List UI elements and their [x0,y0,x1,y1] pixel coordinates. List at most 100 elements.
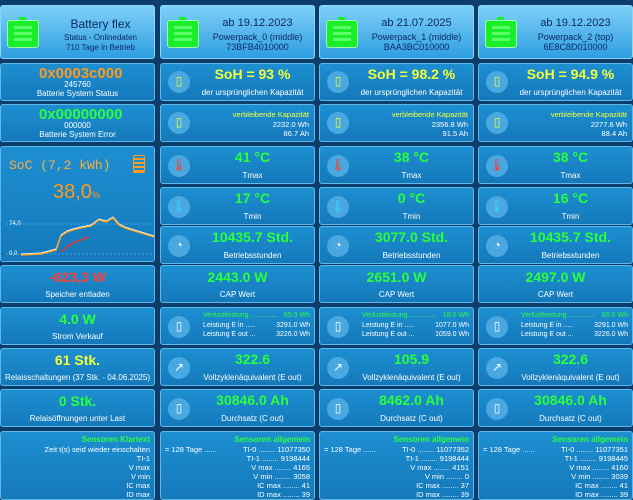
pack0-sens-right-4: IC max ........ 41 [257,481,310,490]
pack0-battery-clock-icon: ◔ [168,235,190,257]
header-battery-flex: Battery flex Status - Onlinedaten 710 Ta… [0,5,155,59]
pack1-capw-label: CAP Wert [378,290,415,299]
pack1-tmin: 0 °C [397,190,426,206]
pack2-battery-clock-icon: ◔ [486,235,508,257]
relay-open-label: Relaisöffnungen unter Last [29,414,126,423]
pack0-cap-wh: 2232.0 Wh [272,120,309,129]
pack2-thermometer-hot-icon: 🌡 [486,155,508,177]
pack0-cap-icon: ▯ [168,112,190,134]
pack0-tmax-label: Tmax [242,171,263,180]
pack2-sens-left-0: = 128 Tage ...... [483,445,535,454]
pack0-durch-tile: ▯ 30846.0 Ah Durchsatz (C out) [160,389,315,427]
pack1-loss-tile: ▯ Verlustleistung .............. 18.0 Wh Le… [319,307,474,345]
power-value: -623,3 W [49,269,106,285]
pack0-sens-right-2: V max ........ 4165 [251,463,310,472]
pack1-soh-icon: ▯ [327,71,349,93]
pack2-soh-tile: ▯ SoH = 94.9 % der ursprünglichen Kapazitä… [478,63,633,101]
pack2-sens-tile: Sensoren allgemein = 128 Tage ...... TI-0 … [478,431,633,500]
relay-tile: 61 Stk. Relaisschaltungen (37 Stk. - 04.… [0,348,155,386]
pack2-hours-label: Betriebsstunden [541,251,600,260]
pack0-cap-icon-glyph: ▯ [175,115,183,129]
pack1-sens-right-0: TI-0 ........ 11077352 [402,445,469,454]
pack0-chart-line-icon: ↗ [168,357,190,379]
pack1-durch-label: Durchsatz (C out) [380,414,443,423]
pack1-tmax-tile: 🌡 38 °C Tmax [319,146,474,184]
pack2-tmin: 16 °C [552,190,589,206]
pack1-eout: 1059.0 Wh [435,331,469,338]
pack2-tmin-label: Tmin [561,212,580,221]
sensors-klartext-row-2: V max [128,463,150,472]
pack2-sens-title: Sensoren allgemein [552,435,628,444]
pack0-sens-right-1: TI-1 ........ 9198444 [246,454,310,463]
pack1-tmin-label: Tmin [402,212,421,221]
pack0-vollz-tile: ↗ 322.6 Vollzyklenäquivalent (E out) [160,348,315,386]
pack0-soh: SoH = 93 % [214,66,291,82]
relay-label: Relaisschaltungen (37 Stk. - 04.06.2025) [5,373,150,382]
pack2-chart-line-icon: ↗ [486,357,508,379]
pack0-battery-clock-icon-glyph: ◔ [175,238,183,252]
pack2-ein-label: Leistung E in ..... [521,322,574,329]
pack1-vollz-tile: ↗ 105.9 Vollzyklenäquivalent (E out) [319,348,474,386]
pack2-hours-tile: ◔ 10435.7 Std. Betriebsstunden [478,226,633,264]
pack1-name: Powerpack_1 (middle) [371,32,462,42]
pack2-date: ab 19.12.2023 [540,17,611,29]
pack1-battery-throughput-icon: ▯ [327,398,349,420]
pack1-cap-tile: ▯ verbleibende Kapazität 2356.8 Wh 91.5 Ah [319,104,474,142]
pack0-hours: 10435.7 Std. [212,229,293,245]
pack2-loss-tile: ▯ Verlustleistung .............. 65.0 Wh Le… [478,307,633,345]
pack0-durch: 30846.0 Ah [216,392,289,408]
pack1-hdr-tile: ab 21.07.2025 Powerpack_1 (middle) BAA3BC0… [319,5,474,59]
pack0-sens-right-5: ID max ........ 39 [257,490,310,499]
pack1-thermometer-cold-icon: 🌡 [327,196,349,218]
pack2-cap-label: verbleibende Kapazität [550,110,627,119]
pack2-sens-right-2: V max ........ 4160 [569,463,628,472]
pack0-soh-label: der ursprünglichen Kapazität [201,88,304,97]
pack0-capw-tile: 2443.0 W CAP Wert [160,265,315,303]
pack2-soh-icon-glyph: ▯ [493,74,501,88]
pack2-ein: 3291.0 Wh [594,322,628,329]
pack2-cap-icon: ▯ [486,112,508,134]
soc-value: 38,0% [53,181,100,204]
pack2-cap-ah: 88.4 Ah [601,129,627,138]
pack0-ein: 3291.0 Wh [276,322,310,329]
pack2-sens-right-1: TI-1 ........ 9198445 [564,454,628,463]
pack0-soh-icon: ▯ [168,71,190,93]
pack2-cap-wh: 2277.6 Wh [590,120,627,129]
pack2-durch-tile: ▯ 30846.0 Ah Durchsatz (C out) [478,389,633,427]
battery-icon [7,17,39,48]
pack1-eout-label: Leistung E out ... [362,331,415,338]
relay-open-value: 0 Stk. [58,393,97,409]
pack1-sens-title: Sensoren allgemein [393,435,469,444]
pack1-sens-right-1: TI-1 ........ 9198444 [405,454,469,463]
pack0-tmin-label: Tmin [243,212,262,221]
pack2-battery-loss-icon: ▯ [486,316,508,338]
pack2-sens-right-0: TI-0 ........ 11077351 [561,445,628,454]
status-num: 245760 [64,80,91,89]
pack2-name: Powerpack_2 (top) [537,32,614,42]
pack2-tmax-tile: 🌡 38 °C Tmax [478,146,633,184]
relay-open-tile: 0 Stk. Relaisöffnungen unter Last [0,389,155,427]
pack2-loss-label: Verlustleistung .............. [521,312,596,319]
pack2-soh-icon: ▯ [486,71,508,93]
pack0-thermometer-cold-icon: 🌡 [168,196,190,218]
pack2-capw-label: CAP Wert [537,290,574,299]
system-status-tile: 0x0003c000 245760 Batterie System Status [0,63,155,101]
pack2-eout-label: Leistung E out ... [521,331,574,338]
pack2-vollz-label: Vollzyklenäquivalent (E out) [521,373,620,382]
pack0-vollz: 322.6 [234,351,271,367]
pack1-cap-wh: 2356.8 Wh [431,120,468,129]
pack0-tmin-tile: 🌡 17 °C Tmin [160,187,315,225]
pack0-cap-label: verbleibende Kapazität [232,110,309,119]
header-days: 710 Tage in Betrieb [66,43,135,52]
pack1-battery-loss-icon: ▯ [327,316,349,338]
pack0-durch-label: Durchsatz (C out) [221,414,284,423]
pack1-hours-label: Betriebsstunden [382,251,441,260]
pack0-eout: 3226.0 Wh [276,331,310,338]
sensors-klartext-row-5: ID max [126,490,150,499]
error-num: 000000 [64,121,91,130]
battery-level-icon [133,155,145,173]
pack1-soh-icon-glyph: ▯ [334,74,342,88]
soc-tile: SoC (7,2 kWh) 38,0% 74,0 0,0 [0,146,155,262]
pack1-cap-icon: ▯ [327,112,349,134]
pack0-serial: 73BFB4010000 [226,42,289,52]
